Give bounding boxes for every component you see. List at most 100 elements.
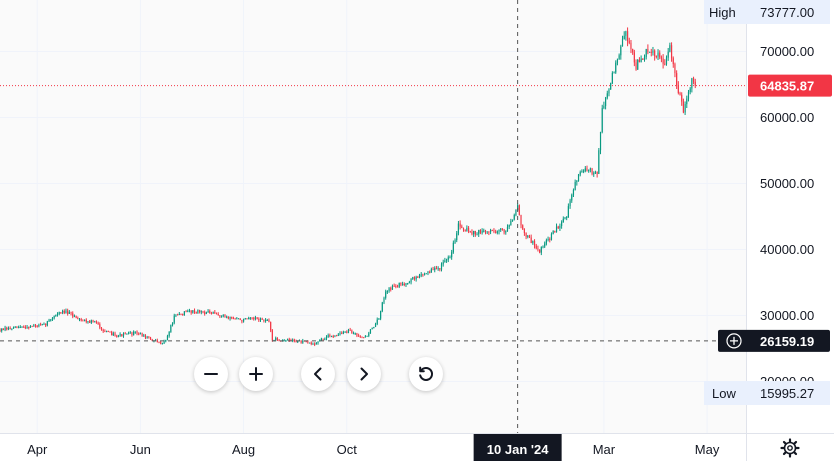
candle-body xyxy=(500,228,502,230)
candle-body xyxy=(63,310,65,314)
candle-body xyxy=(354,333,356,335)
candle-body xyxy=(569,200,571,207)
candle-body xyxy=(87,321,89,323)
plus-circle-icon[interactable] xyxy=(726,333,742,349)
candle-body xyxy=(425,273,427,275)
candle-body xyxy=(554,230,556,232)
candle-body xyxy=(58,312,60,314)
candle-body xyxy=(591,168,593,174)
candle-body xyxy=(523,229,525,233)
candle-body xyxy=(48,319,50,322)
candle-body xyxy=(18,327,20,329)
candle-body xyxy=(403,283,405,286)
candle-body xyxy=(662,58,664,64)
candle-body xyxy=(166,335,169,340)
candle-body xyxy=(670,45,673,59)
candle-body xyxy=(402,283,404,285)
candle-body xyxy=(608,89,610,94)
candle-body xyxy=(195,312,197,314)
candle-body xyxy=(520,214,522,226)
gear-icon[interactable] xyxy=(780,438,800,458)
candle-body xyxy=(682,101,685,113)
candle-body xyxy=(434,268,436,270)
candle-body xyxy=(491,230,493,232)
candle-body xyxy=(36,325,38,327)
reset-chart-button[interactable] xyxy=(409,357,443,391)
scroll-left-button[interactable] xyxy=(301,357,335,391)
candle-body xyxy=(511,219,514,221)
candle-body xyxy=(586,168,588,171)
candle-body xyxy=(43,323,45,325)
candle-body xyxy=(495,231,497,233)
candle-body xyxy=(177,314,179,316)
crosshair-price-badge xyxy=(718,329,830,352)
candle-body xyxy=(180,314,182,316)
candle-body xyxy=(508,224,510,228)
candle-body xyxy=(136,331,138,334)
candle-body xyxy=(94,321,96,323)
y-tick-label: 30000.00 xyxy=(760,308,814,323)
candle-body xyxy=(386,291,388,293)
y-tick-label: 70000.00 xyxy=(760,44,814,59)
candle-body xyxy=(285,339,287,341)
candle-body xyxy=(141,333,143,337)
candle-body xyxy=(598,150,600,174)
candle-body xyxy=(199,309,201,313)
candle-body xyxy=(182,314,184,316)
candle-body xyxy=(204,312,206,314)
candle-body xyxy=(19,327,21,329)
candle-body xyxy=(510,220,512,225)
candle-body xyxy=(689,88,691,93)
zoom-in-button[interactable] xyxy=(239,357,273,391)
candle-body xyxy=(97,322,99,325)
candle-body xyxy=(496,231,498,233)
x-tick-label: Apr xyxy=(27,442,48,457)
candle-body xyxy=(212,312,214,314)
candle-body xyxy=(380,311,382,319)
candle-body xyxy=(532,240,534,244)
candle-body xyxy=(351,330,353,334)
crosshair-date-badge xyxy=(473,434,562,462)
candle-body xyxy=(530,237,532,244)
candle-body xyxy=(665,57,668,65)
candle-body xyxy=(112,333,114,336)
candle-body xyxy=(214,312,216,314)
candle-body xyxy=(676,73,678,86)
candle-body xyxy=(451,252,453,258)
candle-body xyxy=(481,230,483,233)
candle-body xyxy=(205,312,207,314)
candle-body xyxy=(29,326,32,328)
zoom-out-button[interactable] xyxy=(194,357,228,391)
candle-body xyxy=(34,325,37,327)
candle-body xyxy=(61,310,64,313)
candle-body xyxy=(352,333,355,335)
candle-body xyxy=(513,215,515,220)
scroll-right-button[interactable] xyxy=(347,357,381,391)
candle-body xyxy=(347,329,350,333)
candle-body xyxy=(31,326,33,328)
candle-body xyxy=(85,319,87,322)
candle-body xyxy=(270,322,272,331)
candle-body xyxy=(258,319,260,321)
candle-body xyxy=(605,97,607,106)
candle-body xyxy=(124,333,126,335)
candle-body xyxy=(385,291,387,298)
last-price-badge xyxy=(748,74,832,97)
candle-body xyxy=(171,322,174,326)
candle-body xyxy=(148,337,150,339)
candle-body xyxy=(327,335,329,338)
candle-body xyxy=(33,325,35,327)
candle-body xyxy=(642,58,644,60)
candle-body xyxy=(83,319,86,321)
candle-body xyxy=(14,326,16,328)
candle-body xyxy=(183,311,185,316)
candle-body xyxy=(117,335,120,337)
candle-body xyxy=(168,331,170,336)
candle-body xyxy=(266,319,268,321)
candle-body xyxy=(376,319,378,324)
candle-body xyxy=(246,318,248,320)
candle-body xyxy=(90,320,92,323)
candle-body xyxy=(312,343,314,345)
